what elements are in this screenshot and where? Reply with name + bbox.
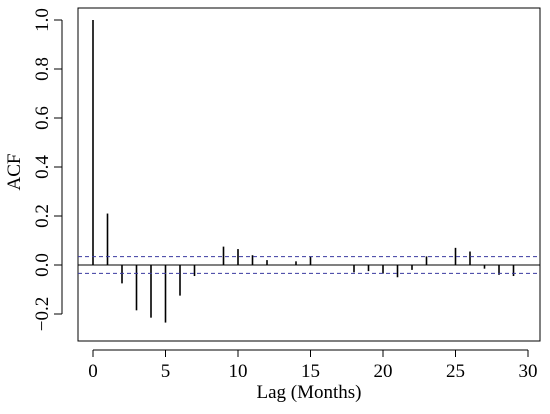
y-tick-label: 0.6 xyxy=(32,106,53,130)
x-tick-label: 25 xyxy=(446,361,465,382)
y-tick-label: 0.4 xyxy=(32,155,53,179)
y-tick-label: 0.2 xyxy=(32,204,53,228)
y-tick-label: 0.8 xyxy=(32,57,53,81)
x-tick-label: 15 xyxy=(301,361,320,382)
confidence-bounds xyxy=(78,256,540,274)
x-axis-label: Lag (Months) xyxy=(256,382,361,403)
y-tick-label: 0.0 xyxy=(32,253,53,277)
acf-spikes xyxy=(92,20,515,323)
plot-frame xyxy=(77,7,541,342)
y-tick-label: 1.0 xyxy=(32,8,53,32)
x-tick-label: 30 xyxy=(519,361,538,382)
x-tick-label: 5 xyxy=(161,361,171,382)
y-axis-label: ACF xyxy=(4,154,25,191)
x-tick-label: 0 xyxy=(88,361,98,382)
y-axis: −0.2 0.0 0.2 0.4 0.6 0.8 1.0 xyxy=(32,8,63,331)
x-tick-label: 20 xyxy=(374,361,393,382)
y-tick-label: −0.2 xyxy=(32,297,53,331)
x-axis: 0 5 10 15 20 25 30 xyxy=(88,349,538,382)
x-tick-label: 10 xyxy=(229,361,248,382)
